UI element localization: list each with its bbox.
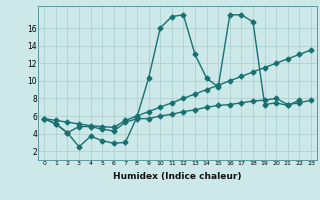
X-axis label: Humidex (Indice chaleur): Humidex (Indice chaleur) [113,172,242,181]
